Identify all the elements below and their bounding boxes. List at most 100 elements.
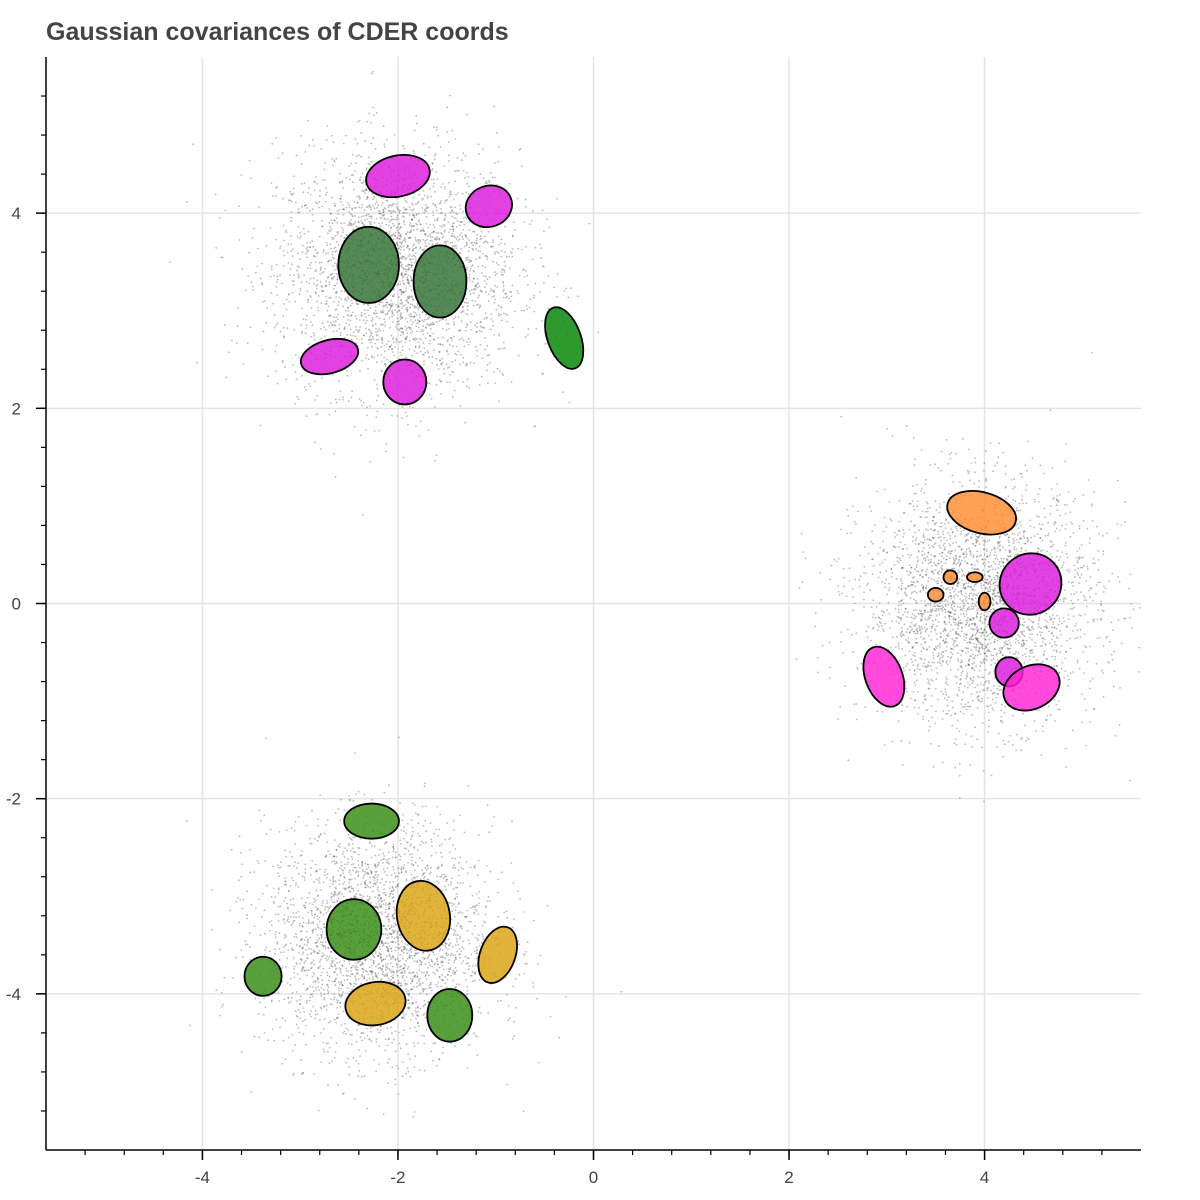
data-point	[930, 669, 933, 671]
data-point	[903, 669, 905, 672]
data-point	[343, 337, 346, 339]
data-point	[866, 582, 869, 585]
data-point	[387, 218, 389, 221]
data-point	[917, 559, 919, 562]
data-point	[418, 219, 420, 222]
data-point	[1039, 631, 1041, 633]
data-point	[494, 298, 496, 301]
data-point	[1031, 638, 1033, 641]
data-point	[473, 300, 476, 303]
data-point	[510, 291, 512, 294]
data-point	[363, 303, 365, 306]
data-point	[504, 265, 507, 268]
data-point	[919, 657, 922, 660]
data-point	[458, 329, 461, 332]
data-point	[1062, 617, 1065, 619]
data-point	[375, 331, 377, 333]
data-point	[527, 283, 529, 286]
data-point	[476, 355, 478, 357]
data-point	[455, 244, 457, 247]
data-point	[396, 284, 399, 286]
data-point	[959, 678, 962, 681]
data-point	[996, 594, 998, 597]
data-point	[335, 265, 338, 268]
data-point	[433, 349, 435, 352]
data-point	[462, 228, 465, 231]
data-point	[466, 113, 469, 116]
data-point	[342, 228, 344, 231]
data-point	[415, 330, 418, 333]
data-point	[1043, 507, 1046, 510]
data-point	[968, 594, 971, 597]
data-point	[345, 309, 347, 312]
data-point	[399, 289, 402, 291]
data-point	[394, 309, 396, 311]
data-point	[520, 165, 523, 168]
data-point	[1113, 650, 1116, 653]
data-point	[934, 629, 937, 632]
data-point	[955, 676, 958, 678]
data-point	[301, 307, 303, 310]
data-point	[407, 274, 410, 276]
data-point	[413, 224, 416, 227]
data-point	[455, 247, 458, 250]
data-point	[1095, 662, 1098, 665]
data-point	[320, 302, 323, 305]
data-point	[333, 324, 336, 326]
data-point	[911, 584, 914, 587]
data-point	[1073, 606, 1075, 609]
data-point	[329, 314, 332, 317]
data-point	[990, 549, 993, 552]
data-point	[965, 592, 967, 595]
data-point	[475, 242, 478, 245]
data-point	[943, 542, 946, 545]
data-point	[884, 582, 887, 585]
data-point	[412, 338, 415, 340]
data-point	[464, 235, 467, 238]
data-point	[412, 249, 414, 252]
data-point	[914, 699, 917, 701]
data-point	[540, 247, 542, 250]
data-point	[359, 370, 361, 372]
data-point	[914, 539, 917, 542]
data-point	[321, 225, 324, 228]
data-point	[481, 272, 483, 274]
data-point	[285, 378, 288, 380]
data-point	[423, 360, 425, 363]
data-point	[1060, 645, 1063, 647]
data-point	[419, 223, 422, 226]
data-point	[440, 319, 443, 321]
data-point	[248, 251, 251, 254]
data-point	[947, 634, 950, 637]
data-point	[512, 234, 514, 237]
data-point	[440, 208, 443, 210]
data-point	[401, 345, 404, 348]
data-point	[451, 129, 454, 132]
data-point	[366, 218, 368, 221]
data-point	[332, 164, 334, 167]
data-point	[484, 266, 487, 269]
data-point	[932, 766, 935, 768]
data-point	[468, 341, 471, 343]
data-point	[993, 554, 996, 556]
data-point	[989, 650, 992, 653]
data-point	[1044, 516, 1047, 519]
data-point	[511, 255, 514, 258]
data-point	[1039, 464, 1042, 467]
data-point	[301, 330, 304, 333]
data-point	[941, 600, 944, 603]
data-point	[446, 106, 449, 109]
data-point	[368, 336, 371, 338]
data-point	[983, 614, 986, 617]
data-point	[947, 632, 949, 635]
data-point	[465, 259, 468, 261]
data-point	[432, 210, 434, 213]
data-point	[420, 330, 422, 333]
data-point	[952, 706, 954, 709]
data-point	[415, 325, 418, 328]
data-point	[405, 233, 408, 235]
data-point	[455, 217, 457, 220]
data-point	[270, 182, 273, 184]
data-point	[452, 228, 455, 231]
data-point	[274, 350, 277, 353]
